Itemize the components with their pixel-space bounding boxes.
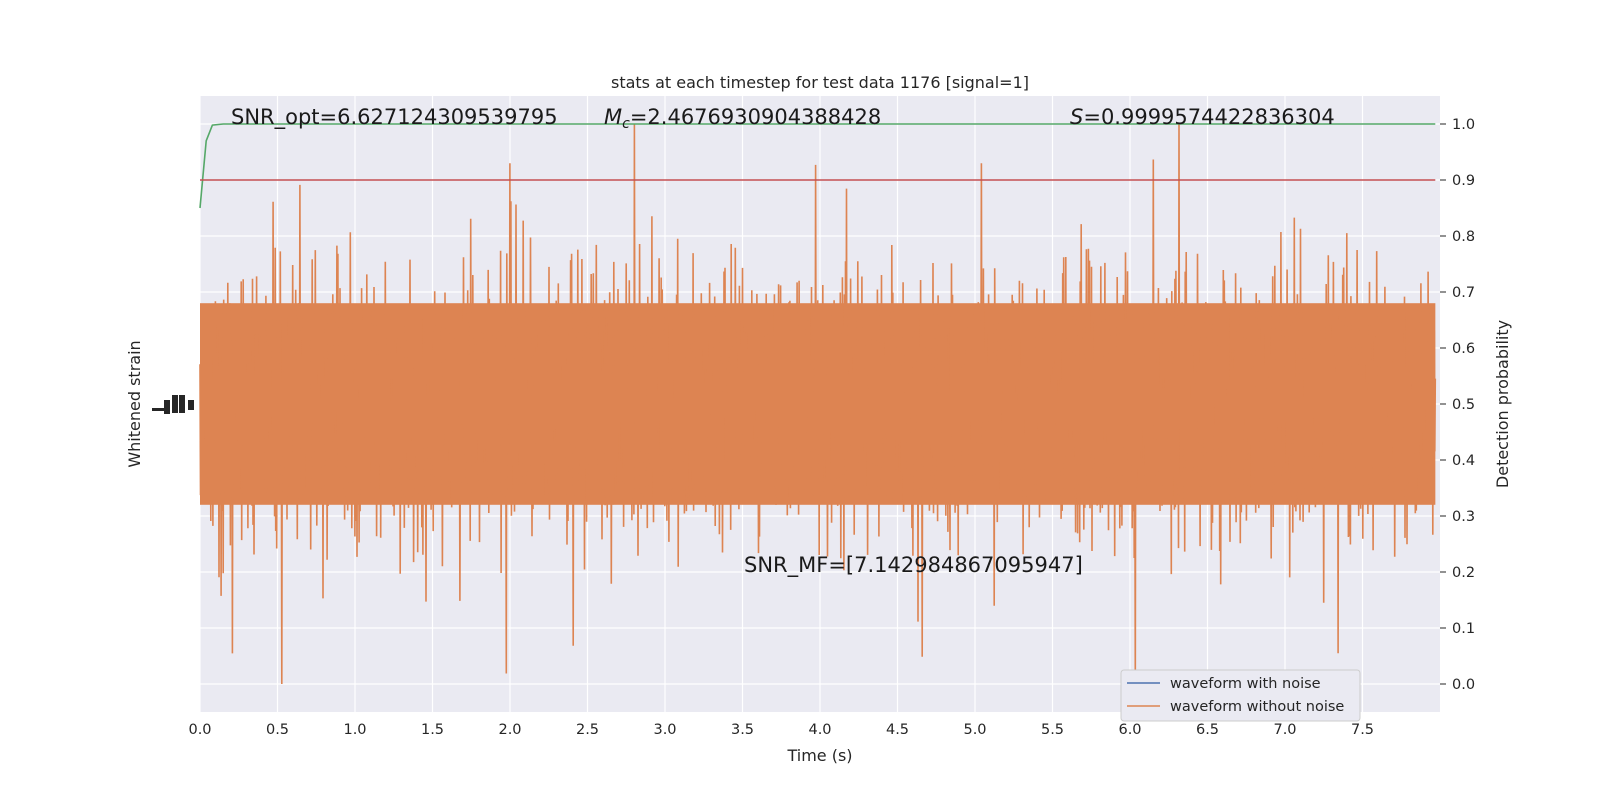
x-tick-label-10: 5.0 <box>963 722 986 738</box>
chirp-mass-subscript: c <box>622 116 630 132</box>
y-tick-label-7: 0.7 <box>1452 285 1475 301</box>
s-value: =0.9999574422836304 <box>1083 105 1334 129</box>
chart-title: stats at each timestep for test data 117… <box>611 73 1029 92</box>
x-tick-label-7: 3.5 <box>731 722 754 738</box>
snr-mf-annotation: SNR_MF=[7.142984867095947] <box>744 553 1083 578</box>
chirp-mass-symbol: M <box>604 105 622 129</box>
y-tick-label-1: 0.1 <box>1452 621 1475 637</box>
snr-opt-annotation: SNR_opt=6.627124309539795 <box>231 105 558 130</box>
x-tick-label-4: 2.0 <box>498 722 521 738</box>
legend: waveform with noise waveform without noi… <box>1120 669 1361 722</box>
x-tick-label-2: 1.0 <box>343 722 366 738</box>
y-tick-label-5: 0.5 <box>1452 397 1475 413</box>
left-axis-tick-cluster <box>152 395 194 414</box>
legend-box <box>1120 669 1361 722</box>
s-annotation: S=0.9999574422836304 <box>1070 105 1335 129</box>
detection-series-2 <box>199 123 1436 209</box>
y-tick-label-0: 0.0 <box>1452 677 1475 693</box>
y-tick-label-6: 0.6 <box>1452 341 1475 357</box>
y-right-axis-ticks: 0.0 0.1 0.2 0.3 0.4 0.5 0.6 0.7 0.8 0.9 1.0 <box>1440 117 1475 693</box>
waveform-without-noise-trace <box>199 123 1437 685</box>
y-left-axis-label: Whitened strain <box>125 340 144 467</box>
x-tick-label-1: 0.5 <box>266 722 289 738</box>
x-tick-label-14: 7.0 <box>1273 722 1296 738</box>
x-tick-label-3: 1.5 <box>421 722 444 738</box>
x-tick-label-15: 7.5 <box>1351 722 1374 738</box>
x-tick-label-9: 4.5 <box>886 722 909 738</box>
x-tick-label-6: 3.0 <box>653 722 676 738</box>
y-tick-label-9: 0.9 <box>1452 173 1475 189</box>
chirp-mass-value: =2.4676930904388428 <box>630 105 881 129</box>
y-tick-label-10: 1.0 <box>1452 117 1475 133</box>
x-tick-label-0: 0.0 <box>188 722 211 738</box>
waveform-without-noise-line <box>199 123 1437 685</box>
y-tick-label-8: 0.8 <box>1452 229 1475 245</box>
y-tick-label-2: 0.2 <box>1452 565 1475 581</box>
y-tick-label-4: 0.4 <box>1452 453 1475 469</box>
x-tick-label-12: 6.0 <box>1118 722 1141 738</box>
y-tick-label-3: 0.3 <box>1452 509 1475 525</box>
x-tick-label-11: 5.5 <box>1041 722 1064 738</box>
x-tick-label-13: 6.5 <box>1196 722 1219 738</box>
x-tick-label-5: 2.5 <box>576 722 599 738</box>
chirp-mass-annotation: Mc=2.4676930904388428 <box>604 105 881 132</box>
x-tick-label-8: 4.0 <box>808 722 831 738</box>
x-axis-label: Time (s) <box>786 746 852 765</box>
legend-label-without-noise: waveform without noise <box>1170 699 1344 715</box>
x-axis-ticks: 0.0 0.5 1.0 1.5 2.0 2.5 3.0 3.5 4.0 4.5 5.0 5.5 6.0 6… <box>188 722 1374 738</box>
y-right-axis-label: Detection probability <box>1493 320 1512 488</box>
legend-label-with-noise: waveform with noise <box>1170 676 1321 692</box>
detection-lines <box>199 123 1436 209</box>
s-symbol: S <box>1070 105 1083 129</box>
